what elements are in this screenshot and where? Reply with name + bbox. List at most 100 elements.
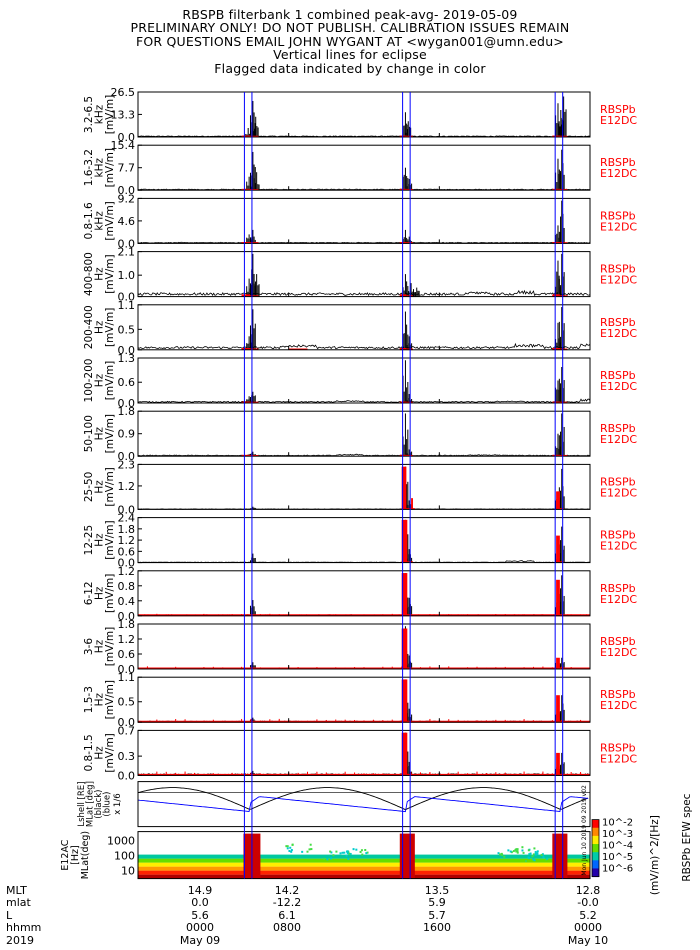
spec-blob — [529, 852, 532, 855]
y-label-unit: Hz — [94, 427, 106, 441]
y-label-band: 1.5-3 — [83, 686, 95, 713]
spec-blob — [348, 852, 351, 855]
spec-blob — [308, 848, 311, 851]
spec-blob — [531, 855, 534, 858]
y-tick-label: 0.5 — [118, 696, 136, 709]
header-note-flagged: Flagged data indicated by change in colo… — [214, 60, 486, 76]
row-label-mlt: MLT — [6, 884, 27, 897]
spec-blob — [516, 851, 519, 854]
y-label-band: 3.2-6.5 — [83, 96, 95, 133]
y-label-units: [mV/m] — [104, 361, 116, 400]
flagged-mark — [401, 679, 408, 723]
flagged-mark — [556, 695, 560, 723]
l-value: 5.6 — [191, 908, 209, 922]
spec-blob — [536, 852, 539, 855]
side-label: RBSPb — [600, 316, 636, 329]
spec-blob — [352, 848, 355, 851]
y-label-band: 12-25 — [83, 525, 95, 556]
y-tick-label: 0.9 — [118, 428, 136, 441]
colorbar-tick-label: 10^-4 — [602, 841, 633, 852]
flagged-mark — [556, 752, 560, 776]
y-tick-label: 0.0 — [118, 610, 136, 623]
y-tick-label: 1.2 — [118, 534, 136, 547]
spec-blob — [326, 858, 329, 861]
side-label: E12DC — [600, 752, 637, 765]
y-label-units: [mV/m] — [104, 414, 116, 453]
y-label-unit: Hz — [94, 693, 106, 707]
side-label: RBSPb — [600, 741, 636, 754]
header-warning: PRELIMINARY ONLY! DO NOT PUBLISH. CALIBR… — [130, 20, 570, 36]
x-axis-row-labels: MLT mlat L hhmm 2019 — [6, 884, 41, 947]
x-axis-column-3: 12.8 -0.0 5.2 0000 May 10 — [560, 884, 616, 947]
eclipse-lines — [243, 92, 564, 879]
spec-blob — [515, 850, 518, 853]
panel-frame — [137, 676, 591, 723]
spectrogram-panel: 10 100 1000 E12AC [Hz] MLat(deg) Mon Jun 10 20… — [60, 785, 693, 895]
y-tick-label: 0.0 — [118, 503, 136, 516]
side-label: E12DC — [600, 540, 637, 553]
y-tick-label: 0.0 — [118, 397, 136, 410]
spec-blob — [545, 858, 548, 861]
spec-y-label-line: E12AC — [60, 839, 71, 870]
panel-frame — [137, 781, 591, 828]
spec-blob — [512, 850, 515, 853]
background-trace — [137, 453, 591, 457]
hhmm-value: 0800 — [273, 921, 301, 935]
y-tick-label: 0.0 — [118, 344, 136, 357]
hhmm-value: 0000 — [186, 921, 214, 935]
spec-blob — [497, 852, 500, 855]
flagged-mark — [401, 466, 407, 510]
spec-blob — [533, 847, 536, 850]
y-tick-label: 0.4 — [118, 595, 136, 608]
mlt-value: 14.9 — [187, 884, 213, 897]
spec-blob — [335, 850, 338, 853]
side-label: E12DC — [600, 433, 637, 446]
spec-blob — [345, 854, 348, 857]
y-label-band: 50-100 — [83, 415, 95, 452]
panel-frame — [137, 91, 591, 138]
header-contact: FOR QUESTIONS EMAIL JOHN WYGANT AT <wyga… — [135, 33, 564, 49]
background-trace — [137, 342, 591, 350]
y-tick-label: 0.0 — [118, 450, 136, 463]
colorbar-segment — [592, 827, 599, 837]
colorbar-segment — [592, 844, 599, 853]
mlat-value: 5.9 — [428, 896, 446, 910]
flagged-mark — [556, 535, 560, 563]
side-label: RBSPb — [600, 635, 636, 648]
colorbar-segment — [592, 860, 599, 869]
colorbar-tick-label: 10^-3 — [602, 829, 633, 840]
y-label-units: [mV/m] — [104, 467, 116, 506]
colorbar-segment — [592, 868, 599, 878]
spec-side-label: RBSPb EFW spec — [681, 793, 693, 881]
y-label-units: [mV/m] — [104, 148, 116, 187]
spec-eclipse-band — [399, 833, 415, 879]
spec-blob — [309, 843, 312, 846]
mlat-value: -0.0 — [577, 896, 599, 910]
side-label: E12DC — [600, 699, 637, 712]
spec-y-tick-label: 10 — [121, 865, 135, 878]
spec-blob — [330, 851, 333, 854]
spec-blob — [332, 854, 335, 857]
spec-blob — [533, 859, 536, 862]
y-label-units: [mV/m] — [104, 520, 116, 559]
spec-blob — [322, 857, 325, 860]
flagged-mark — [556, 579, 560, 616]
spec-blob — [290, 850, 293, 853]
colorbar-segment — [592, 819, 599, 829]
spec-blob — [516, 850, 519, 853]
spec-blob — [521, 846, 524, 849]
spec-blob — [546, 857, 549, 860]
y-label-unit: Hz — [94, 373, 106, 387]
spec-blob — [286, 845, 289, 848]
orbit-y-label: Lshell [RE]MLat [deg](black)(blue) x 1/6 — [77, 781, 123, 827]
spec-blob — [364, 848, 367, 851]
spec-blob — [534, 852, 537, 855]
background-trace — [137, 398, 591, 404]
flagged-mark — [556, 657, 560, 669]
